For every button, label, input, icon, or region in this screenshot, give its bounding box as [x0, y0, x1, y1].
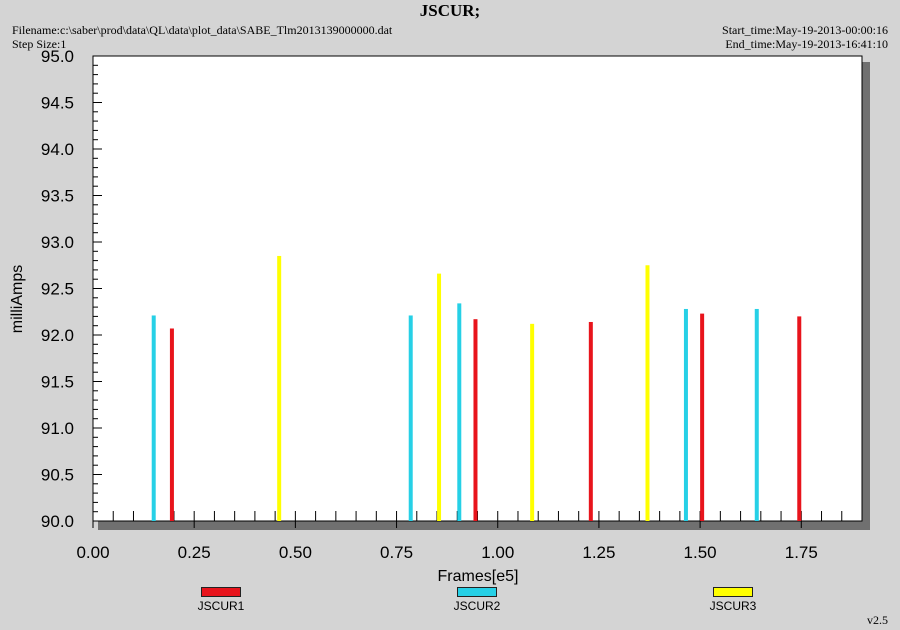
x-tick-label: 0.75 [380, 543, 413, 562]
x-tick-label: 0.00 [76, 543, 109, 562]
y-tick-label: 93.5 [41, 187, 74, 206]
bar-jscur1 [169, 328, 174, 521]
y-tick-label: 90.0 [41, 512, 74, 531]
plot-area [92, 55, 863, 522]
y-tick-label: 94.5 [41, 94, 74, 113]
bar-jscur1 [588, 321, 593, 521]
data-bars [151, 255, 802, 521]
bar-jscur2 [457, 303, 462, 521]
bar-jscur1 [797, 316, 802, 521]
y-tick-label: 91.5 [41, 373, 74, 392]
legend-label-jscur3: JSCUR3 [709, 599, 757, 613]
bar-jscur2 [683, 308, 688, 521]
filename-label: Filename:c:\saber\prod\data\QL\data\plot… [12, 23, 393, 37]
legend-label-jscur1: JSCUR1 [197, 599, 245, 613]
legend-item-jscur2: JSCUR2 [417, 587, 537, 613]
chart-title: JSCUR; [419, 1, 481, 20]
x-tick-label: 1.50 [684, 543, 717, 562]
bar-jscur2 [408, 315, 413, 521]
x-tick-label: 1.25 [582, 543, 615, 562]
step-size-label: Step Size:1 [12, 37, 67, 51]
y-tick-label: 90.5 [41, 466, 74, 485]
bar-jscur3 [277, 255, 282, 521]
x-tick-label: 1.00 [481, 543, 514, 562]
x-axis-label: Frames[e5] [438, 568, 519, 585]
legend-swatch-jscur2 [457, 587, 497, 597]
x-tick-label: 1.75 [785, 543, 818, 562]
x-tick-label: 0.25 [178, 543, 211, 562]
legend-swatch-jscur3 [713, 587, 753, 597]
y-axis: 90.0 90.5 91.0 91.5 92.0 92.5 93.0 93.5 94.0 94.5… [41, 47, 102, 531]
x-tick-label: 0.50 [279, 543, 312, 562]
bar-jscur2 [754, 308, 759, 521]
y-tick-label: 94.0 [41, 140, 74, 159]
bar-jscur3 [437, 273, 442, 521]
end-time-label: End_time:May-19-2013-16:41:10 [725, 37, 888, 51]
y-tick-label: 95.0 [41, 47, 74, 66]
legend-label-jscur2: JSCUR2 [453, 599, 501, 613]
y-tick-label: 92.5 [41, 280, 74, 299]
bar-jscur1 [473, 319, 478, 521]
legend-swatch-jscur1 [201, 587, 241, 597]
y-axis-label: milliAmps [9, 265, 26, 333]
y-tick-label: 92.0 [41, 326, 74, 345]
bar-jscur2 [151, 315, 156, 521]
y-tick-label: 93.0 [41, 233, 74, 252]
x-axis: 0.00 0.25 0.50 0.75 1.00 1.25 1.50 1.75 [76, 521, 818, 562]
bar-jscur3 [530, 323, 535, 521]
legend-item-jscur1: JSCUR1 [161, 587, 281, 613]
y-tick-label: 91.0 [41, 419, 74, 438]
version-label: v2.5 [867, 613, 888, 627]
bar-jscur1 [700, 313, 705, 521]
bar-jscur3 [645, 265, 650, 521]
legend-item-jscur3: JSCUR3 [673, 587, 793, 613]
start-time-label: Start_time:May-19-2013-00:00:16 [722, 23, 888, 37]
